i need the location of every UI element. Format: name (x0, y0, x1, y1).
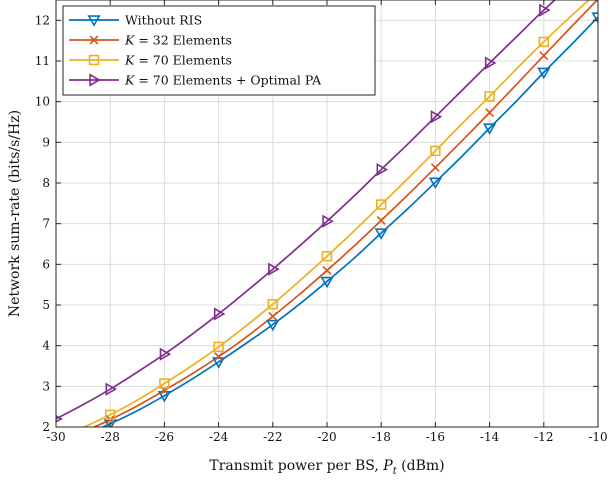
marker-square (88, 54, 100, 66)
marker-x (89, 35, 99, 45)
marker-triangle-right (376, 163, 389, 177)
marker-triangle-right (56, 414, 63, 423)
marker-x (539, 51, 549, 61)
x-axis-label-sub: t (393, 466, 398, 477)
y-tick-label: 5 (42, 298, 50, 312)
axis-ticks: -30 -28 -26 -24 -22 -20 -18 -16 -14 -12 -10 2 3 4 5 6 7 8… (35, 0, 608, 444)
y-tick-label: 4 (42, 339, 50, 353)
x-tick-label: -18 (372, 430, 391, 444)
marker-square (159, 378, 170, 389)
marker-triangle-down (87, 15, 101, 27)
marker-x (376, 215, 386, 225)
x-tick-label: -28 (101, 430, 120, 444)
marker-triangle-right (322, 214, 334, 228)
x-axis-label-text: Transmit power per BS, (209, 458, 383, 474)
marker-triangle-right (268, 262, 280, 276)
y-tick-label: 12 (35, 13, 50, 27)
x-tick-label: -10 (588, 430, 607, 444)
marker-triangle-down (591, 12, 598, 24)
marker-square (104, 409, 116, 421)
marker-square (430, 145, 441, 157)
y-tick-label: 7 (42, 217, 50, 231)
x-axis-label: Transmit power per BS, Pt (dBm) (209, 458, 444, 477)
x-tick-label: -20 (317, 430, 336, 444)
marker-triangle-right (159, 347, 172, 361)
legend-label: K = 70 Elements (124, 53, 232, 68)
marker-triangle-down (266, 319, 280, 332)
y-tick-label: 11 (35, 54, 50, 68)
marker-triangle-right (89, 73, 101, 87)
y-tick-label: 3 (42, 379, 50, 393)
series-line-1 (100, 16, 598, 427)
marker-triangle-down (483, 123, 497, 135)
y-tick-label: 8 (42, 176, 50, 190)
marker-triangle-right (484, 56, 497, 70)
legend: Without RIS K = 32 Elements K = 70 Element… (62, 5, 376, 96)
x-tick-label: -14 (480, 430, 500, 444)
legend-label: K = 70 Elements + Optimal PA (124, 73, 322, 88)
marker-x (430, 163, 440, 173)
marker-triangle-right (105, 382, 118, 396)
marker-square (538, 36, 550, 48)
marker-square (321, 250, 333, 262)
marker-square (375, 199, 387, 210)
marker-triangle-right (539, 3, 551, 17)
marker-x (593, 0, 598, 4)
series-markers (56, 0, 598, 427)
x-tick-label: -30 (46, 430, 65, 444)
marker-square (213, 341, 224, 353)
series-line-4 (56, 0, 557, 420)
marker-triangle-right (213, 307, 226, 321)
marker-triangle-down (212, 357, 226, 369)
x-axis-label-unit: (dBm) (397, 458, 445, 474)
marker-triangle-down (537, 67, 551, 80)
y-tick-label: 2 (42, 420, 50, 434)
marker-triangle-down (374, 228, 388, 240)
y-tick-label: 6 (42, 257, 50, 271)
marker-square (484, 91, 495, 102)
y-axis-label: Network sum-rate (bits/s/Hz) (7, 110, 23, 317)
marker-x (268, 311, 278, 321)
marker-x (322, 265, 332, 275)
x-tick-label: -26 (155, 430, 174, 444)
x-tick-label: -16 (426, 430, 445, 444)
marker-triangle-down (428, 177, 442, 189)
marker-triangle-right (430, 110, 443, 124)
series-line-3 (81, 0, 591, 427)
marker-triangle-down (157, 390, 171, 403)
marker-x (214, 352, 224, 362)
x-tick-label: -22 (263, 430, 282, 444)
y-tick-label: 10 (35, 95, 50, 109)
marker-triangle-down (320, 276, 334, 289)
x-tick-label: -24 (209, 430, 229, 444)
x-axis-label-var: P (382, 458, 393, 474)
marker-x (485, 108, 495, 118)
y-tick-label: 9 (42, 135, 50, 149)
legend-label: K = 32 Elements (124, 33, 232, 48)
marker-square (267, 298, 279, 310)
x-tick-label: -12 (534, 430, 553, 444)
legend-label: Without RIS (125, 13, 202, 28)
